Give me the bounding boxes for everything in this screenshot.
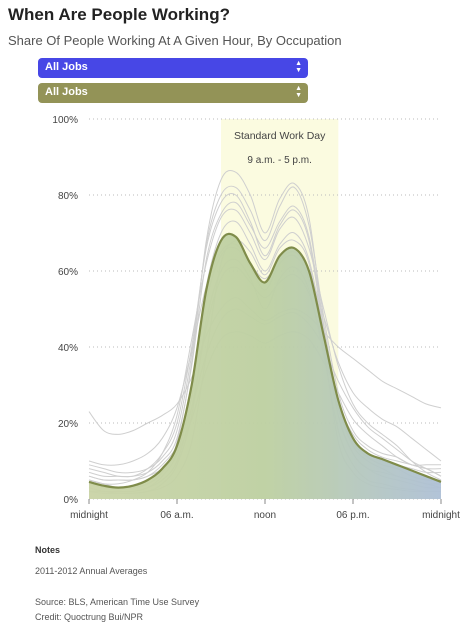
occupation-line[interactable] xyxy=(88,243,442,466)
y-tick-label: 80% xyxy=(58,191,78,202)
notes-source: Source: BLS, American Time Use Survey xyxy=(35,597,200,607)
occupation-select-primary[interactable]: All Jobs ▲ ▼ xyxy=(38,58,308,78)
y-tick-label: 0% xyxy=(64,495,79,506)
x-tick-label: 06 a.m. xyxy=(160,510,193,521)
occupation-select-secondary[interactable]: All Jobs ▲ ▼ xyxy=(38,83,308,103)
y-tick-label: 20% xyxy=(58,419,78,430)
notes-credit: Credit: Quoctrung Bui/NPR xyxy=(35,612,144,622)
page-subtitle: Share Of People Working At A Given Hour,… xyxy=(8,33,342,48)
x-tick-label: 06 p.m. xyxy=(336,510,369,521)
select-arrows-icon: ▲ ▼ xyxy=(295,60,302,74)
occupation-select-primary-value: All Jobs xyxy=(45,61,88,73)
page-title: When Are People Working? xyxy=(8,5,230,24)
occupation-select-secondary-value: All Jobs xyxy=(45,86,88,98)
x-axis-ticks: midnight 06 a.m. noon 06 p.m. midnight xyxy=(70,499,460,521)
y-tick-label: 60% xyxy=(58,267,78,278)
work-hours-chart: 0% 20% 40% 60% 80% 100% midnight 06 a.m. noon 06… xyxy=(52,115,460,521)
y-axis-ticks: 0% 20% 40% 60% 80% 100% xyxy=(52,115,78,506)
work-day-label: Standard Work Day xyxy=(234,130,326,142)
all-jobs-line xyxy=(88,232,442,489)
occupation-line[interactable] xyxy=(88,208,442,485)
y-tick-label: 100% xyxy=(52,115,78,126)
work-day-hours: 9 a.m. - 5 p.m. xyxy=(247,155,311,166)
all-jobs-area xyxy=(89,233,441,499)
notes-period: 2011-2012 Annual Averages xyxy=(35,566,148,576)
x-tick-label: midnight xyxy=(422,510,460,521)
x-tick-label: noon xyxy=(254,510,276,521)
y-tick-label: 40% xyxy=(58,343,78,354)
x-tick-label: midnight xyxy=(70,510,108,521)
notes-heading: Notes xyxy=(35,545,61,555)
select-arrows-icon: ▲ ▼ xyxy=(295,85,302,99)
